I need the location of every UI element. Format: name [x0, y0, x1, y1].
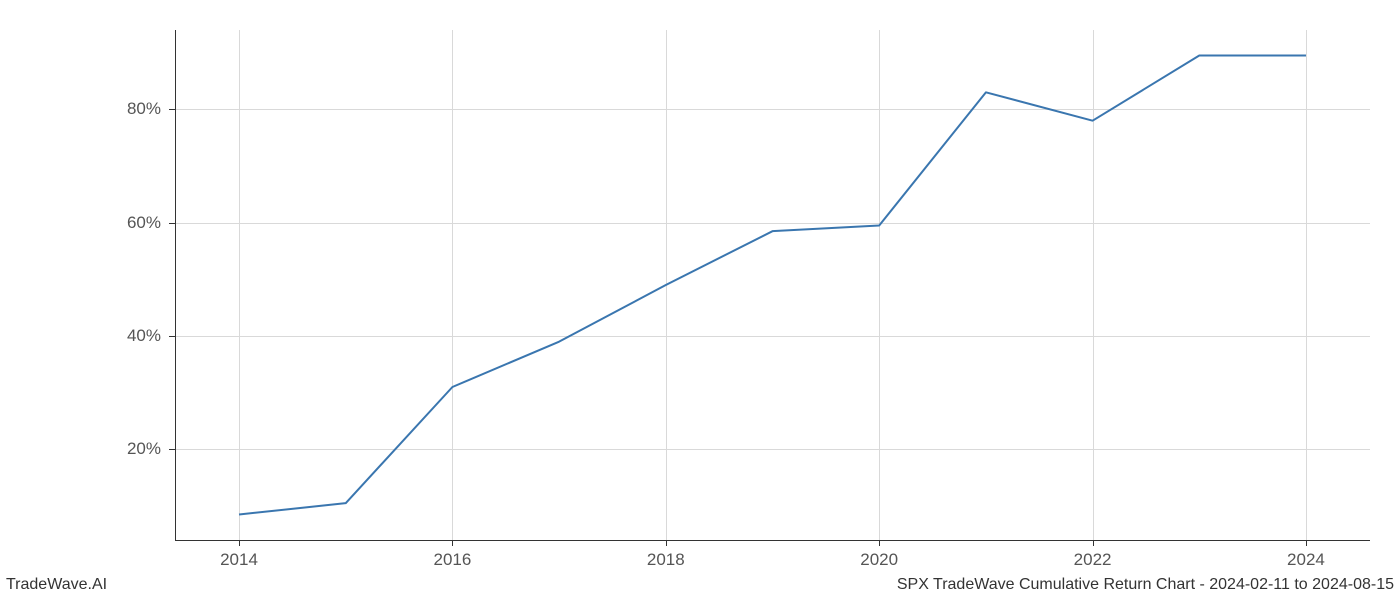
footer-caption: SPX TradeWave Cumulative Return Chart - …	[897, 576, 1394, 594]
x-tick-label: 2014	[220, 550, 258, 570]
y-tick-label: 40%	[101, 326, 161, 346]
x-tick-label: 2020	[860, 550, 898, 570]
footer-brand: TradeWave.AI	[6, 576, 107, 594]
chart-container: 20142016201820202022202420%40%60%80% Tra…	[0, 0, 1400, 600]
x-tick-label: 2018	[647, 550, 685, 570]
x-tick-label: 2022	[1074, 550, 1112, 570]
x-axis-line	[175, 540, 1370, 541]
y-tick-label: 80%	[101, 99, 161, 119]
plot-area: 20142016201820202022202420%40%60%80%	[175, 30, 1370, 540]
x-tick-label: 2024	[1287, 550, 1325, 570]
y-tick-label: 60%	[101, 213, 161, 233]
y-tick-label: 20%	[101, 439, 161, 459]
line-series	[175, 30, 1370, 540]
x-tick-label: 2016	[433, 550, 471, 570]
